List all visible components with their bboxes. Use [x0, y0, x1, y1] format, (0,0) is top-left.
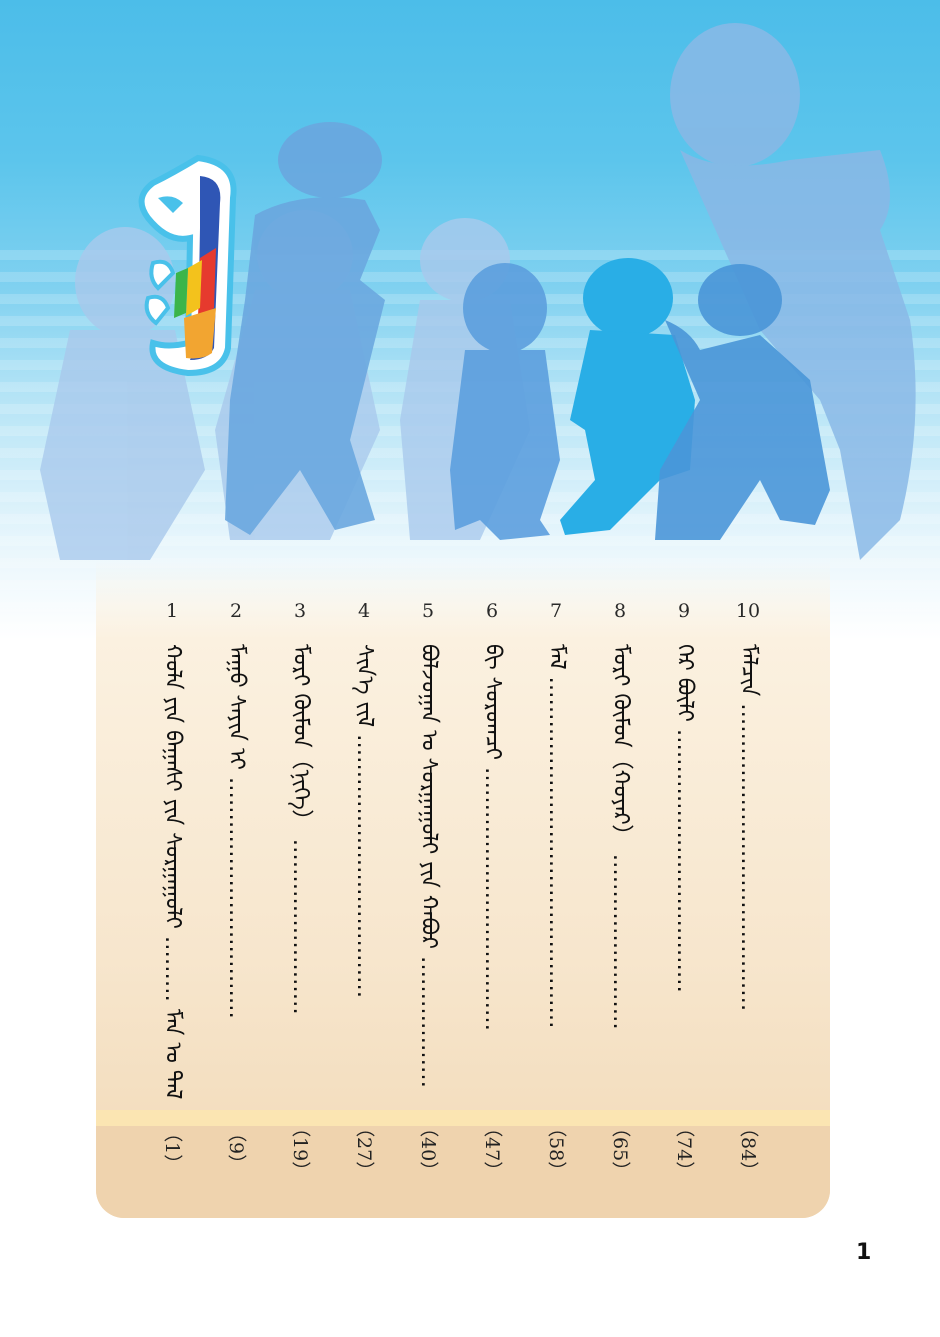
- toc-entry[interactable]: 3 ᠮᠣᠷᠢ ᠬᠦᠮᠦᠨ（ᠨᠢᠭᠡ） …………………… （19）: [282, 600, 318, 1180]
- toc-entry-number: 4: [357, 600, 371, 622]
- toc-entry-number: 6: [485, 600, 499, 622]
- toc-entry-number: 9: [677, 600, 691, 622]
- toc-entry-number: 5: [421, 600, 435, 622]
- toc-entry[interactable]: 9 ᠭᠡᠷ ᠪᠦᠯᠢ ……………………………… （74）: [666, 600, 702, 1180]
- toc-entry-number: 10: [735, 600, 761, 622]
- child-silhouette-blue: [560, 258, 695, 535]
- children-silhouettes-illustration: [40, 23, 916, 560]
- toc-entry-page: （27）: [353, 1118, 375, 1181]
- toc-panel-footer: [96, 1110, 830, 1218]
- toc-entry-number: 2: [229, 600, 243, 622]
- toc-entry-number: 1: [165, 600, 179, 622]
- toc-entry-title: ᠪᠢ ᠰᠤᠷᠤᠭᠴᠢ ………………………………: [480, 644, 505, 1031]
- toc-entry-page: （47）: [481, 1118, 503, 1181]
- adult-silhouette: [670, 23, 916, 560]
- toc-entry[interactable]: 1 ᠬᠣᠯᠠ ᠶᠢᠨ ᠪᠠᠭᠠᠰᠢ ᠶᠢᠨ ᠰᠤᠷᠭᠠᠭᠤᠯᠢ ……… ᠮᠠᠨ …: [154, 600, 190, 1180]
- toc-entry[interactable]: 10 ᠮᠠᠯᠴᠢᠨ …………………………………… （84）: [730, 600, 766, 1180]
- toc-entry[interactable]: 2 ᠮᠠᠭᠤ ᠰᠠᠶᠢᠨ ᠢ …………………………… （9）: [218, 600, 254, 1180]
- toc-entry-page: （9）: [225, 1122, 247, 1174]
- page-number: 1: [856, 1240, 872, 1265]
- toc-panel-divider: [96, 1110, 830, 1126]
- child-silhouette-right: [655, 264, 830, 540]
- toc-entry-page: （40）: [417, 1118, 439, 1181]
- toc-entry[interactable]: 7 ᠮᠠᠯ ………………………………………… （58）: [538, 600, 574, 1180]
- toc-entry-number: 8: [613, 600, 627, 622]
- toc-entry-title: ᠭᠡᠷ ᠪᠦᠯᠢ ………………………………: [672, 644, 697, 993]
- toc-entry-page: （1）: [161, 1122, 183, 1174]
- toc-entry[interactable]: 8 ᠮᠣᠷᠢ ᠬᠦᠮᠦᠨ（ᠬᠣᠶᠠᠷ） …………………… （65）: [602, 600, 638, 1180]
- toc-entry[interactable]: 4 ᠰᠢᠨ᠎ᠡ ᠵᠢᠯ ……………………………… （27）: [346, 600, 382, 1180]
- toc-entry-page: （74）: [673, 1118, 695, 1181]
- toc-entry-page: （65）: [609, 1118, 631, 1181]
- toc-entry-title: ᠬᠣᠯᠠ ᠶᠢᠨ ᠪᠠᠭᠠᠰᠢ ᠶᠢᠨ ᠰᠤᠷᠭᠠᠭᠤᠯᠢ ……… ᠮᠠᠨ ᠤ …: [160, 644, 185, 1100]
- toc-entry-title: ᠮᠣᠷᠢ ᠬᠦᠮᠦᠨ（ᠬᠣᠶᠠᠷ） ……………………: [608, 644, 633, 1030]
- toc-entry-title: ᠮᠠᠭᠤ ᠰᠠᠶᠢᠨ ᠢ ……………………………: [224, 644, 249, 1019]
- child-silhouette-middle: [450, 263, 560, 540]
- toc-entry-page: （58）: [545, 1118, 567, 1181]
- toc-entry-title: ᠪᠣᠯᠵᠣᠭᠠᠨ ᠤ ᠰᠤᠷᠭᠠᠭᠤᠯᠢ ᠶᠢᠨ ᠬᠠᠪᠤᠷ ………………: [416, 644, 441, 1089]
- toc-entry-number: 3: [293, 600, 307, 622]
- toc-entry-title: ᠮᠠᠯ …………………………………………: [544, 644, 569, 1029]
- toc-entry-title: ᠮᠠᠯᠴᠢᠨ ……………………………………: [736, 644, 761, 1012]
- toc-entry-page: （84）: [737, 1118, 759, 1181]
- toc-panel: [96, 560, 830, 1218]
- toc-entry-page: （19）: [289, 1118, 311, 1181]
- toc-entry[interactable]: 5 ᠪᠣᠯᠵᠣᠭᠠᠨ ᠤ ᠰᠤᠷᠭᠠᠭᠤᠯᠢ ᠶᠢᠨ ᠬᠠᠪᠤᠷ ……………… …: [410, 600, 446, 1180]
- toc-entry[interactable]: 6 ᠪᠢ ᠰᠤᠷᠤᠭᠴᠢ ……………………………… （47）: [474, 600, 510, 1180]
- title-calligraphy-logo: [138, 154, 237, 377]
- toc-entry-number: 7: [549, 600, 563, 622]
- toc-entry-title: ᠮᠣᠷᠢ ᠬᠦᠮᠦᠨ（ᠨᠢᠭᠡ） ……………………: [288, 644, 313, 1015]
- toc-entry-title: ᠰᠢᠨ᠎ᠡ ᠵᠢᠯ ………………………………: [352, 644, 377, 999]
- girl-silhouette: [225, 122, 385, 535]
